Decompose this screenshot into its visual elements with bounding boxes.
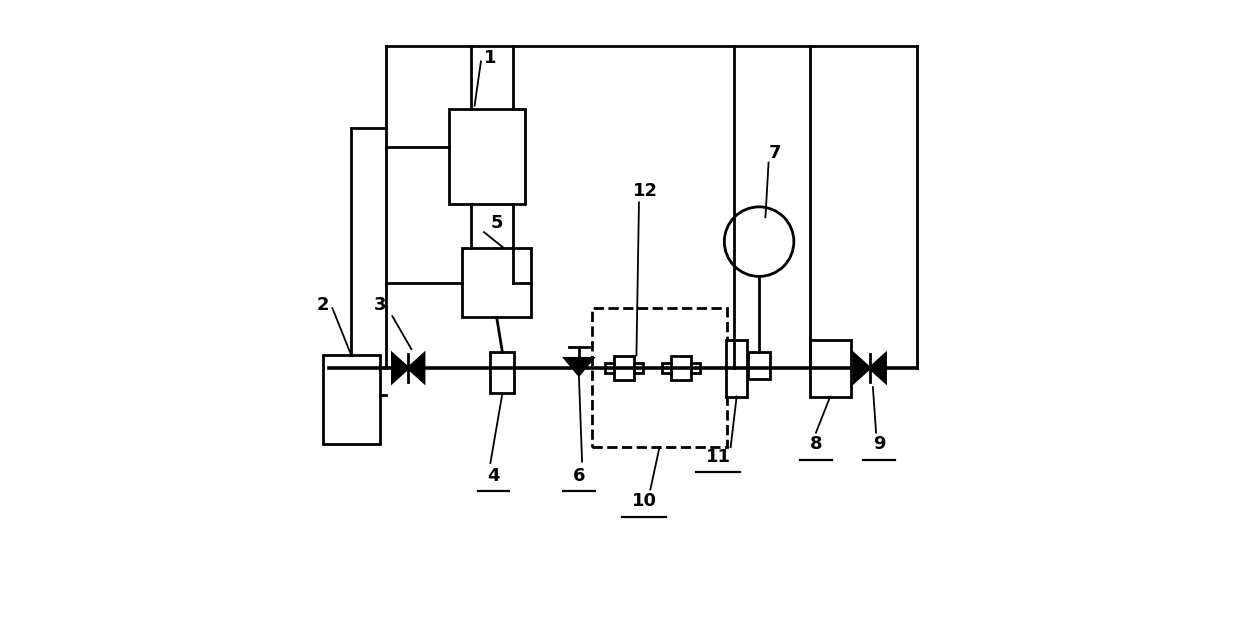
Bar bbox=[614, 356, 634, 380]
Polygon shape bbox=[854, 354, 869, 382]
Bar bbox=[810, 340, 851, 396]
Bar bbox=[662, 363, 671, 373]
Text: 10: 10 bbox=[631, 492, 656, 510]
Bar bbox=[634, 363, 642, 373]
Text: 2: 2 bbox=[316, 296, 329, 314]
Polygon shape bbox=[565, 358, 593, 375]
Polygon shape bbox=[392, 354, 408, 382]
Bar bbox=[322, 356, 379, 444]
Text: 6: 6 bbox=[573, 467, 585, 485]
Text: 7: 7 bbox=[769, 144, 781, 162]
Bar bbox=[671, 356, 691, 380]
Bar bbox=[490, 352, 515, 393]
Text: 3: 3 bbox=[373, 296, 386, 314]
Text: 4: 4 bbox=[487, 467, 500, 485]
Text: 8: 8 bbox=[810, 435, 822, 453]
Bar bbox=[449, 109, 526, 204]
Polygon shape bbox=[408, 354, 424, 382]
Bar bbox=[591, 308, 728, 447]
Text: 11: 11 bbox=[706, 448, 730, 465]
Text: 1: 1 bbox=[484, 50, 497, 67]
Text: 5: 5 bbox=[491, 213, 503, 232]
Polygon shape bbox=[869, 354, 885, 382]
Bar bbox=[463, 248, 532, 318]
Bar bbox=[748, 352, 770, 380]
Bar bbox=[605, 363, 614, 373]
Bar bbox=[691, 363, 699, 373]
Bar bbox=[727, 340, 746, 396]
Text: 12: 12 bbox=[632, 182, 657, 200]
Text: 9: 9 bbox=[873, 435, 885, 453]
